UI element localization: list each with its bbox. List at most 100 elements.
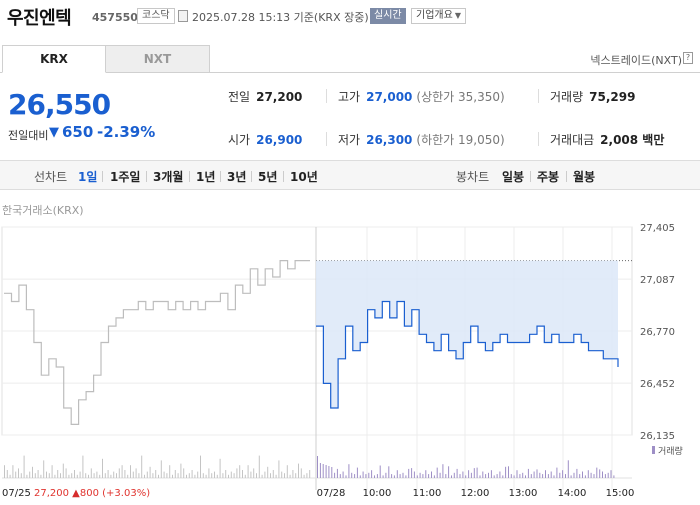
period-10y[interactable]: 10년 (290, 170, 318, 184)
volume-bar-today (493, 475, 495, 478)
y-tick-label: 26,135 (640, 431, 675, 442)
stat-sub: (하한가 19,050) (416, 133, 505, 147)
volume-bar-prev (40, 474, 42, 478)
y-tick-label: 26,770 (640, 327, 675, 338)
volume-bar-prev (141, 455, 143, 478)
tab-nxt[interactable]: NXT (106, 45, 210, 73)
period-1d[interactable]: 1일 (78, 170, 98, 184)
volume-bar-today (485, 474, 487, 478)
volume-bar-today (433, 475, 435, 478)
volume-bar-prev (306, 473, 308, 478)
divider (283, 171, 284, 182)
y-tick-label: 27,087 (640, 275, 675, 286)
volume-bar-prev (272, 470, 274, 478)
stat-value: 27,200 (256, 90, 303, 104)
volume-bar-prev (242, 470, 243, 478)
stat-label: 전일 (228, 90, 251, 104)
volume-bar-today (374, 475, 375, 478)
x-tick-label: 12:00 (461, 488, 490, 499)
volume-bar-prev (149, 466, 151, 478)
volume-bar-prev (247, 465, 249, 478)
divider (146, 171, 147, 182)
volume-bar-prev (12, 465, 14, 478)
volume-bar-today (536, 469, 538, 478)
volume-bar-today (539, 472, 541, 478)
volume-bar-today (567, 460, 569, 478)
stat-open: 시가 26,900 (228, 131, 302, 148)
volume-bar-prev (222, 473, 224, 478)
volume-bar-prev (303, 474, 305, 478)
volume-bar-prev (9, 474, 11, 478)
volume-bar-prev (233, 473, 235, 478)
chevron-down-icon: ▼ (454, 11, 461, 20)
volume-bar-prev (20, 473, 22, 478)
volume-bar-prev (29, 471, 31, 478)
volume-bar-prev (79, 471, 81, 478)
volume-bar-today (411, 468, 413, 478)
period-5y[interactable]: 5년 (258, 170, 278, 184)
period-1y[interactable]: 1년 (196, 170, 216, 184)
volume-bar-prev (88, 474, 89, 478)
price-chart: 27,405 27,087 26,770 26,452 26,135 거래량 07/28 10… (1, 223, 683, 499)
volume-bar-prev (130, 465, 131, 478)
volume-bar-today (510, 474, 512, 478)
volume-bar-today (505, 466, 507, 478)
divider (530, 171, 531, 182)
candle-monthly[interactable]: 월봉 (573, 170, 596, 184)
volume-bar-prev (127, 474, 129, 478)
divider (326, 89, 327, 103)
volume-bar-today (496, 474, 498, 478)
volume-bar-prev (99, 474, 101, 478)
stock-code: 457550 (92, 11, 138, 24)
period-1w[interactable]: 1주일 (110, 170, 141, 184)
period-3y[interactable]: 3년 (227, 170, 247, 184)
volume-bar-prev (152, 473, 154, 478)
period-3m[interactable]: 3개월 (153, 170, 184, 184)
prev-day-date: 07/25 (2, 488, 31, 499)
x-tick-label: 10:00 (363, 488, 392, 499)
price-lines (4, 260, 619, 425)
volume-bar-today (582, 471, 583, 478)
realtime-button[interactable]: 실시간 (370, 8, 406, 24)
company-overview-button[interactable]: 기업개요 ▼ (411, 8, 466, 24)
volume-bar-prev (275, 474, 277, 478)
volume-bar-today (325, 465, 327, 478)
volume-bar-prev (186, 474, 187, 478)
stat-label: 시가 (228, 133, 251, 147)
x-tick-label: 14:00 (558, 488, 587, 499)
volume-bar-prev (118, 468, 120, 478)
divider (220, 171, 221, 182)
volume-bar-prev (18, 468, 19, 478)
help-icon[interactable]: ? (683, 52, 693, 64)
volume-bar-today (562, 470, 564, 478)
stat-label: 고가 (338, 90, 361, 104)
volume-bar-today (451, 475, 452, 478)
volume-bar-today (328, 466, 330, 478)
volume-bar-prev (250, 471, 252, 478)
volume-bar-prev (110, 474, 112, 478)
market-badge: 코스닥 (137, 8, 175, 24)
volume-bar-prev (6, 470, 8, 478)
volume-bar-today (348, 464, 350, 478)
volume-bar-prev (138, 473, 140, 478)
volume-bar-today (570, 475, 572, 478)
volume-bar-prev (244, 474, 246, 478)
volume-bar-prev (258, 455, 260, 478)
down-arrow-icon: ▼ (49, 125, 59, 140)
volume-bar-prev (23, 455, 25, 478)
volume-bar-today (317, 456, 318, 478)
candle-daily[interactable]: 일봉 (502, 170, 525, 184)
volume-bar-prev (121, 465, 123, 478)
price-change-percent: -2.39% (97, 123, 156, 141)
volume-bar-today (393, 475, 395, 478)
divider (326, 132, 327, 146)
volume-bar-today (428, 474, 430, 478)
volume-bar-today (342, 471, 344, 478)
volume-bar-today (362, 471, 364, 478)
volume-bar-prev (65, 468, 67, 478)
candle-weekly[interactable]: 주봉 (537, 170, 560, 184)
volume-bar-prev (48, 473, 50, 478)
volume-bar-prev (71, 473, 73, 478)
tab-krx[interactable]: KRX (2, 45, 106, 73)
volume-bar-prev (104, 473, 106, 478)
